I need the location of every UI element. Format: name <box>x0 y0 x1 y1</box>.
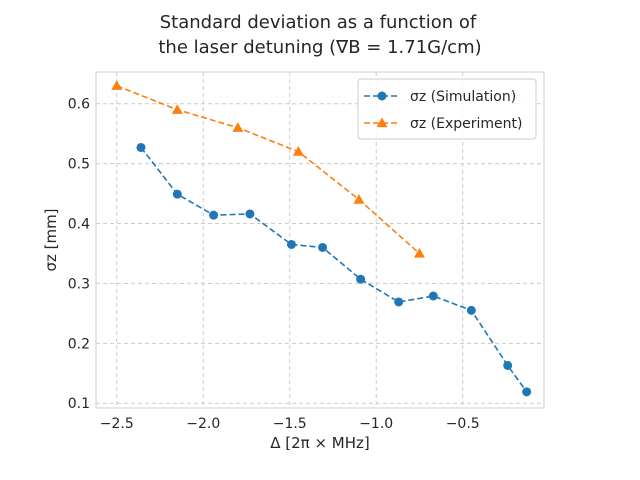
legend-marker-simulation <box>377 91 387 101</box>
series-simulation <box>136 142 532 397</box>
series-line-simulation <box>140 146 528 393</box>
data-point-simulation <box>503 360 513 370</box>
legend-entry-experiment: σz (Experiment) <box>364 116 523 132</box>
data-point-experiment <box>111 80 123 90</box>
legend-label-simulation: σz (Simulation) <box>410 89 516 105</box>
data-point-simulation <box>428 291 438 301</box>
x-tick-label: −2.5 <box>100 416 134 432</box>
data-point-experiment <box>171 104 183 114</box>
data-point-experiment <box>413 247 425 258</box>
legend-box <box>357 78 537 140</box>
series-experiment <box>111 80 425 258</box>
axes-frame <box>95 71 545 409</box>
y-tick-labels: 0.1 0.2 0.3 0.4 0.5 0.6 <box>68 97 90 412</box>
data-point-simulation <box>245 209 255 219</box>
x-tick-labels: −2.5 −2.0 −1.5 −1.0 −0.5 <box>100 416 480 432</box>
y-tick-label: 0.6 <box>68 97 90 113</box>
data-point-simulation <box>286 239 296 249</box>
legend-entries: σz (Simulation) σz (Experiment) <box>364 89 523 132</box>
y-axis-label: σz [mm] <box>42 208 60 271</box>
data-point-simulation <box>318 242 328 252</box>
y-tick-label: 0.4 <box>68 217 90 233</box>
data-point-simulation <box>209 210 219 220</box>
chart-title-line-1: Standard deviation as a function of <box>160 12 477 33</box>
x-tick-label: −0.5 <box>446 416 480 432</box>
data-point-simulation <box>394 297 404 307</box>
chart-title-line-2: the laser detuning (∇B = 1.71G/cm) <box>158 37 481 58</box>
legend-entry-simulation: σz (Simulation) <box>364 89 516 105</box>
data-point-simulation <box>356 274 366 284</box>
data-point-experiment <box>292 146 304 156</box>
series-layer <box>111 80 532 397</box>
data-point-simulation <box>136 142 146 152</box>
data-point-experiment <box>232 122 244 132</box>
legend-marker-experiment <box>376 117 388 128</box>
x-tick-label: −1.5 <box>273 416 307 432</box>
data-point-simulation <box>172 189 182 199</box>
x-tick-label: −1.0 <box>359 416 393 432</box>
series-line-experiment <box>116 85 420 255</box>
data-point-experiment <box>353 194 365 204</box>
data-point-simulation <box>466 305 476 315</box>
x-axis-label: Δ [2π × MHz] <box>270 434 370 452</box>
y-tick-label: 0.3 <box>68 276 90 292</box>
data-point-simulation <box>522 387 532 397</box>
y-tick-label: 0.1 <box>68 396 90 412</box>
y-tick-label: 0.5 <box>68 157 90 173</box>
legend-label-experiment: σz (Experiment) <box>410 116 523 132</box>
legend: σz (Simulation) σz (Experiment) <box>357 78 537 140</box>
x-tick-label: −2.0 <box>186 416 220 432</box>
y-tick-label: 0.2 <box>68 336 90 352</box>
